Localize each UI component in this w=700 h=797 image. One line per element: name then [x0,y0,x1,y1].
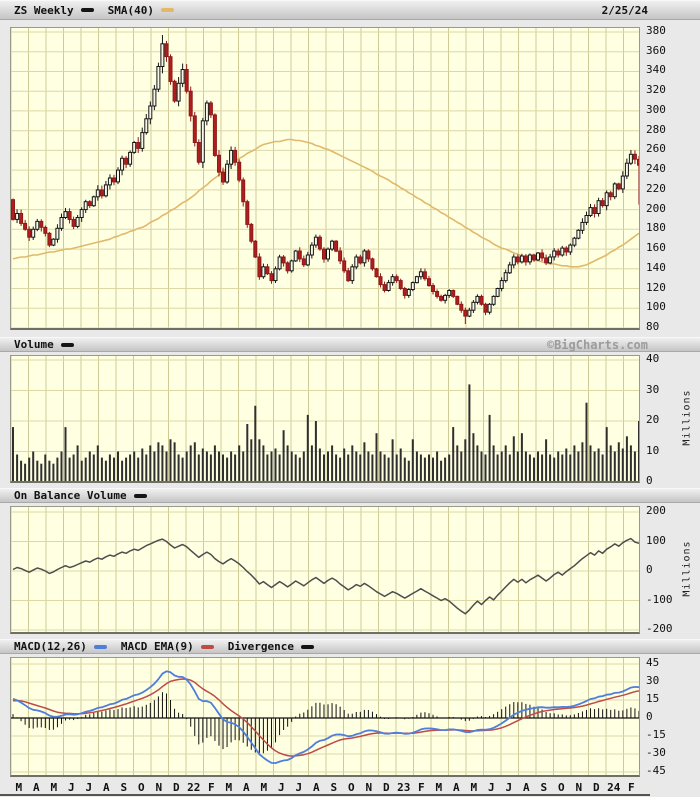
price-chart [10,27,640,330]
obv-axis-unit: Millions [681,540,693,597]
divergence-legend-swatch [300,644,314,649]
y-tick-label: 300 [646,102,666,116]
y-tick-label: 380 [646,24,666,37]
y-tick-label: -200 [646,622,673,635]
obv-legend-swatch [133,493,147,498]
x-axis-label: J [85,781,93,794]
x-axis-label: O [557,781,565,794]
x-axis-label: A [102,781,110,794]
x-axis-label: 22 [187,781,201,794]
x-axis-label: S [120,781,128,794]
x-axis-label: M [470,781,478,794]
y-tick-label: 240 [646,162,666,176]
x-axis-label: A [32,781,40,794]
y-tick-label: 320 [646,83,666,97]
date-label: 2/25/24 [601,3,648,17]
x-axis-label: F [207,781,215,794]
obv-panel-header: On Balance Volume [0,488,700,503]
x-axis-label: D [592,781,600,794]
x-axis-label: F [417,781,425,794]
x-axis-label: A [242,781,250,794]
x-axis-label: A [452,781,460,794]
x-axis-label: M [435,781,443,794]
y-tick-label: -30 [646,746,666,759]
y-tick-label: 10 [646,443,660,457]
x-axis-label: S [540,781,548,794]
x-axis-label: J [505,781,513,794]
obv-chart [10,506,640,634]
macd-ema-legend-swatch [200,644,214,649]
price-panel-header: ZS Weekly SMA(40) 2/25/24 [0,0,700,20]
x-axis-label: F [627,781,635,794]
y-tick-label: 30 [646,674,660,687]
x-axis-label: A [522,781,530,794]
x-axis-label: M [15,781,23,794]
y-tick-label: 80 [646,320,660,333]
y-tick-label: 260 [646,142,666,156]
y-tick-label: 100 [646,533,666,547]
y-tick-label: 40 [646,352,660,365]
x-axis-label: M [225,781,233,794]
y-tick-label: 200 [646,504,666,517]
y-tick-label: 180 [646,221,666,235]
x-axis-label: N [575,781,583,794]
x-axis-label: M [50,781,58,794]
symbol-interval-label: ZS Weekly [14,3,74,17]
volume-axis-unit: Millions [681,389,693,446]
sma-legend-label: SMA(40) [107,3,154,17]
volume-chart [10,355,640,483]
y-tick-label: 0 [646,474,653,487]
price-legend-swatch [80,8,94,12]
y-tick-label: 30 [646,382,660,396]
y-tick-label: 160 [646,241,666,255]
x-axis-label: D [172,781,180,794]
y-tick-label: 220 [646,181,666,195]
divergence-label: Divergence [227,640,294,653]
x-axis-label: M [260,781,268,794]
y-tick-label: -15 [646,728,666,741]
x-axis-label: J [295,781,303,794]
volume-panel-header: Volume ©BigCharts.com [0,337,700,352]
macd-chart [10,657,640,777]
macd-label: MACD(12,26) [14,640,87,653]
sma-legend-swatch [160,8,174,12]
y-tick-label: 0 [646,710,653,723]
x-axis-label: O [137,781,145,794]
obv-label: On Balance Volume [14,489,127,502]
y-tick-label: 45 [646,656,660,669]
macd-panel-header: MACD(12,26) MACD EMA(9) Divergence [0,639,700,654]
x-axis-label: S [330,781,338,794]
x-axis-label: 24 [607,781,621,794]
y-tick-label: 340 [646,63,666,77]
y-tick-label: 140 [646,260,666,274]
y-tick-label: 280 [646,122,666,136]
x-axis-label: J [277,781,285,794]
bigcharts-watermark: ©BigCharts.com [546,337,648,352]
volume-label: Volume [14,338,54,351]
y-tick-label: -100 [646,592,673,606]
x-axis-label: J [67,781,75,794]
y-tick-label: 0 [646,563,653,576]
y-tick-label: 15 [646,692,660,705]
y-tick-label: 200 [646,201,666,215]
x-axis-label: N [155,781,163,794]
y-tick-label: 360 [646,43,666,57]
x-axis-label: J [487,781,495,794]
y-tick-label: 120 [646,280,666,294]
x-axis-label: 23 [397,781,411,794]
y-tick-label: 20 [646,413,660,426]
y-tick-label: -45 [646,764,666,777]
y-tick-label: 100 [646,300,666,314]
x-axis-label: A [312,781,320,794]
macd-ema-label: MACD EMA(9) [120,640,194,653]
x-axis-label: N [365,781,373,794]
macd-legend-swatch [93,644,107,649]
x-axis-label: O [347,781,355,794]
bottom-border [0,794,650,796]
volume-legend-swatch [60,342,74,347]
x-axis-label: D [382,781,390,794]
